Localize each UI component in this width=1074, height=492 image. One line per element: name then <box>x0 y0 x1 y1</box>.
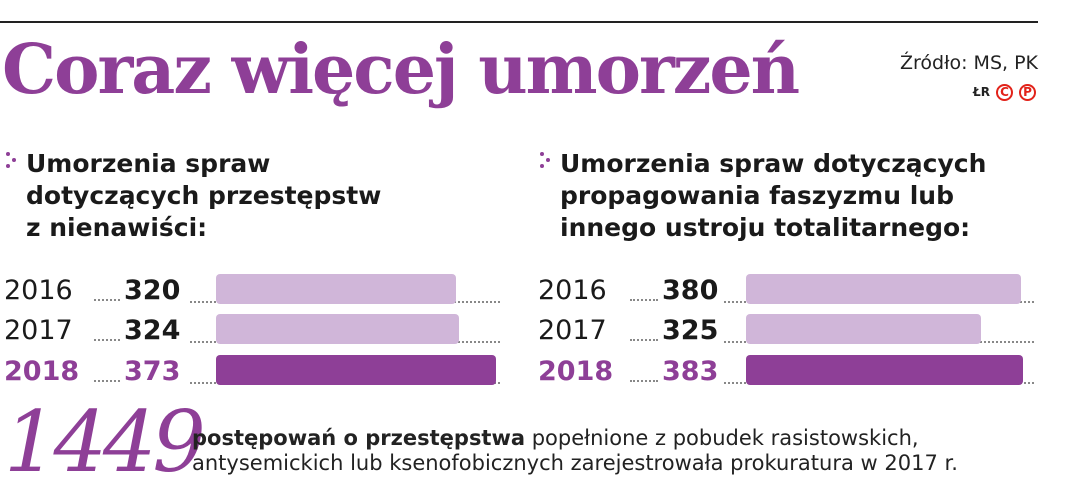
leader-dots <box>94 339 120 341</box>
bar <box>216 274 456 304</box>
category-label: 2016 <box>4 275 73 306</box>
bar <box>746 355 1023 385</box>
bullet-icon <box>538 148 560 178</box>
top-rule <box>0 21 1038 23</box>
bar-row: 2016 320 <box>4 274 500 308</box>
author-initials: ŁR <box>973 85 990 99</box>
category-label: 2018 <box>4 356 80 387</box>
value-label: 380 <box>662 275 719 306</box>
bar <box>216 355 496 385</box>
category-label: 2016 <box>538 275 607 306</box>
chart-title-line: dotyczących przestępstw <box>26 181 382 210</box>
leader-dots <box>630 380 658 382</box>
chart-title: Umorzenia spraw dotyczących propagowania… <box>538 148 986 244</box>
bullet-icon <box>4 148 26 178</box>
credits: ŁR C P <box>973 80 1036 104</box>
bar-row: 2017 325 <box>538 314 1034 348</box>
headline: Coraz więcej umorzeń <box>2 30 800 110</box>
copyright-c-icon: C <box>996 83 1013 101</box>
source-note: Źródło: MS, PK <box>899 52 1038 74</box>
category-label: 2017 <box>4 315 73 346</box>
value-label: 324 <box>124 315 181 346</box>
value-label: 383 <box>662 356 719 387</box>
leader-dots <box>94 299 120 301</box>
footer-text-line2: antysemickich lub ksenofobicznych zareje… <box>192 451 958 475</box>
chart-title-line: Umorzenia spraw dotyczących <box>560 149 987 178</box>
bar <box>746 314 981 344</box>
value-label: 373 <box>124 356 181 387</box>
chart-title: Umorzenia spraw dotyczących przestępstw … <box>4 148 381 244</box>
value-label: 320 <box>124 275 181 306</box>
leader-dots <box>630 339 658 341</box>
footer-text: popełnione z pobudek rasistowskich, <box>525 426 919 450</box>
bar-row: 2017 324 <box>4 314 500 348</box>
leader-dots <box>94 380 120 382</box>
bar <box>746 274 1021 304</box>
chart-title-line: propagowania faszyzmu lub <box>560 181 954 210</box>
bar-row: 2018 373 <box>4 355 500 389</box>
footer-bold-text: postępowań o przestępstwa <box>192 426 526 450</box>
highlight-number: 1449 <box>4 393 206 491</box>
chart-title-line: innego ustroju totalitarnego: <box>560 213 971 242</box>
value-label: 325 <box>662 315 719 346</box>
chart-title-line: Umorzenia spraw <box>26 149 271 178</box>
chart-title-line: z nienawiści: <box>26 213 208 242</box>
footer-note: postępowań o przestępstwa popełnione z p… <box>192 426 958 476</box>
bar-row: 2018 383 <box>538 355 1034 389</box>
leader-dots <box>630 299 658 301</box>
copyright-p-icon: P <box>1019 83 1036 101</box>
bar-row: 2016 380 <box>538 274 1034 308</box>
category-label: 2017 <box>538 315 607 346</box>
category-label: 2018 <box>538 356 614 387</box>
bar <box>216 314 459 344</box>
